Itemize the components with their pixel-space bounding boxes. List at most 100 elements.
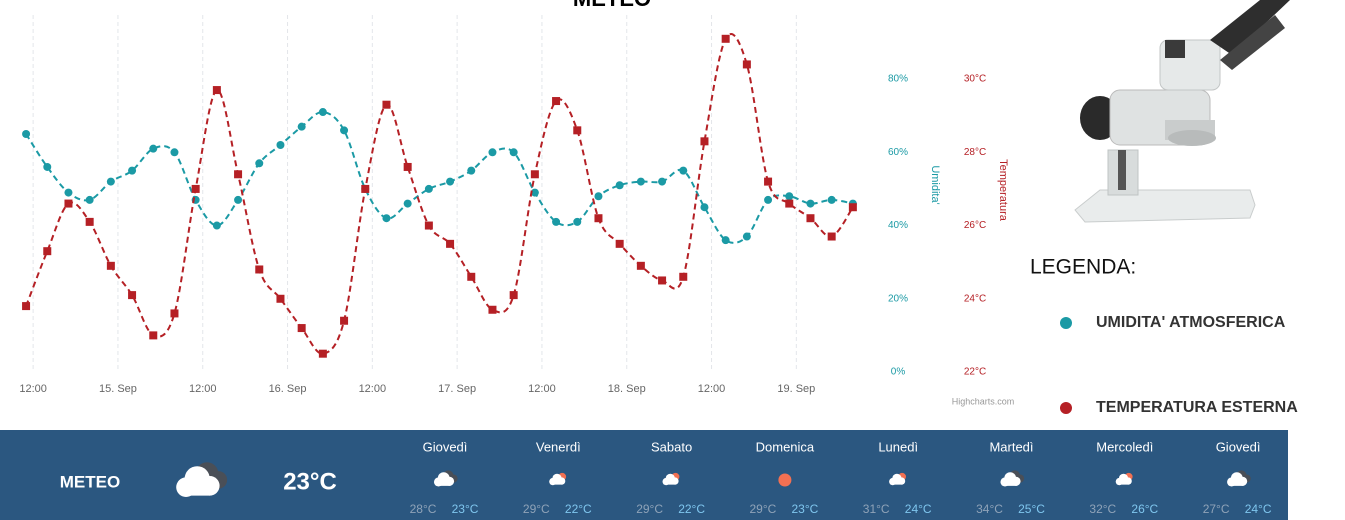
day-name: Domenica — [756, 439, 815, 454]
point-marker — [128, 167, 136, 175]
day-max: 28°C — [410, 502, 437, 516]
point-marker — [531, 170, 539, 178]
series-line — [26, 34, 853, 354]
y2-tick-label: 28°C — [964, 147, 986, 158]
point-marker — [107, 262, 115, 270]
point-marker — [467, 167, 475, 175]
point-marker — [234, 170, 242, 178]
point-marker — [637, 262, 645, 270]
day-min: 22°C — [565, 502, 592, 516]
cloud-part — [663, 481, 677, 485]
day-min: 26°C — [1131, 502, 1158, 516]
point-marker — [255, 265, 263, 273]
y2-tick-label: 30°C — [964, 74, 986, 85]
point-marker — [255, 159, 263, 167]
point-marker — [679, 273, 687, 281]
point-marker — [319, 350, 327, 358]
point-marker — [404, 200, 412, 208]
point-marker — [425, 185, 433, 193]
point-marker — [764, 178, 772, 186]
day-min: 25°C — [1018, 502, 1045, 516]
cloud-part — [890, 481, 904, 485]
day-name: Giovedì — [1216, 439, 1261, 454]
x-tick-label: 12:00 — [189, 383, 217, 395]
legend-swatch — [1060, 317, 1072, 329]
day-name: Venerdì — [536, 439, 581, 454]
point-marker — [170, 309, 178, 317]
point-marker — [488, 306, 496, 314]
y2-tick-label: 26°C — [964, 220, 986, 231]
point-marker — [340, 317, 348, 325]
microscope-base — [1075, 190, 1255, 222]
y-tick-label: 20% — [888, 293, 908, 304]
point-marker — [446, 240, 454, 248]
weather-bar-title: METEO — [60, 472, 120, 491]
point-marker — [319, 108, 327, 116]
point-marker — [806, 214, 814, 222]
microscope-image — [1075, 0, 1290, 222]
day-max: 34°C — [976, 502, 1003, 516]
x-tick-label: 19. Sep — [777, 383, 815, 395]
point-marker — [700, 203, 708, 211]
day-max: 31°C — [863, 502, 890, 516]
point-marker — [679, 167, 687, 175]
point-marker — [276, 295, 284, 303]
point-marker — [149, 145, 157, 153]
microscope-ring — [1165, 40, 1185, 58]
x-tick-label: 17. Sep — [438, 383, 476, 395]
point-marker — [552, 218, 560, 226]
day-max: 32°C — [1089, 502, 1116, 516]
legend-swatch — [1060, 402, 1072, 414]
day-min: 24°C — [905, 502, 932, 516]
point-marker — [170, 148, 178, 156]
point-marker — [722, 35, 730, 43]
cloud-part — [435, 481, 453, 486]
point-marker — [552, 97, 560, 105]
current-temp: 23°C — [283, 468, 337, 495]
point-marker — [488, 148, 496, 156]
point-marker — [43, 163, 51, 171]
point-marker — [107, 178, 115, 186]
chart-title: METEO — [573, 0, 651, 11]
point-marker — [828, 233, 836, 241]
series-line — [26, 112, 853, 243]
point-marker — [64, 200, 72, 208]
point-marker — [510, 291, 518, 299]
point-marker — [64, 189, 72, 197]
point-marker — [22, 302, 30, 310]
point-marker — [658, 276, 666, 284]
point-marker — [425, 222, 433, 230]
point-marker — [382, 214, 390, 222]
x-tick-label: 18. Sep — [608, 383, 646, 395]
x-tick-label: 15. Sep — [99, 383, 137, 395]
day-max: 29°C — [636, 502, 663, 516]
point-marker — [22, 130, 30, 138]
point-marker — [616, 240, 624, 248]
credits: Highcharts.com — [952, 396, 1015, 406]
page: METEO LEGENDA: Highcharts.com Umidita' T… — [0, 0, 1345, 520]
day-name: Giovedì — [423, 439, 468, 454]
point-marker — [785, 200, 793, 208]
legend-label: TEMPERATURA ESTERNA — [1096, 399, 1298, 416]
day-min: 23°C — [452, 502, 479, 516]
y-tick-label: 60% — [888, 147, 908, 158]
point-marker — [361, 185, 369, 193]
point-marker — [298, 324, 306, 332]
weather-icon — [778, 474, 791, 487]
legend-title: LEGENDA: — [1030, 256, 1136, 279]
y-tick-label: 80% — [888, 74, 908, 85]
point-marker — [785, 192, 793, 200]
point-marker — [594, 214, 602, 222]
cloud-part — [1116, 481, 1130, 485]
y2-tick-label: 24°C — [964, 293, 986, 304]
point-marker — [849, 203, 857, 211]
cloud-part — [550, 481, 564, 485]
point-marker — [806, 200, 814, 208]
point-marker — [467, 273, 475, 281]
x-tick-label: 12:00 — [19, 383, 47, 395]
cloud-part — [178, 484, 216, 495]
point-marker — [86, 218, 94, 226]
day-max: 29°C — [749, 502, 776, 516]
point-marker — [404, 163, 412, 171]
point-marker — [573, 218, 581, 226]
